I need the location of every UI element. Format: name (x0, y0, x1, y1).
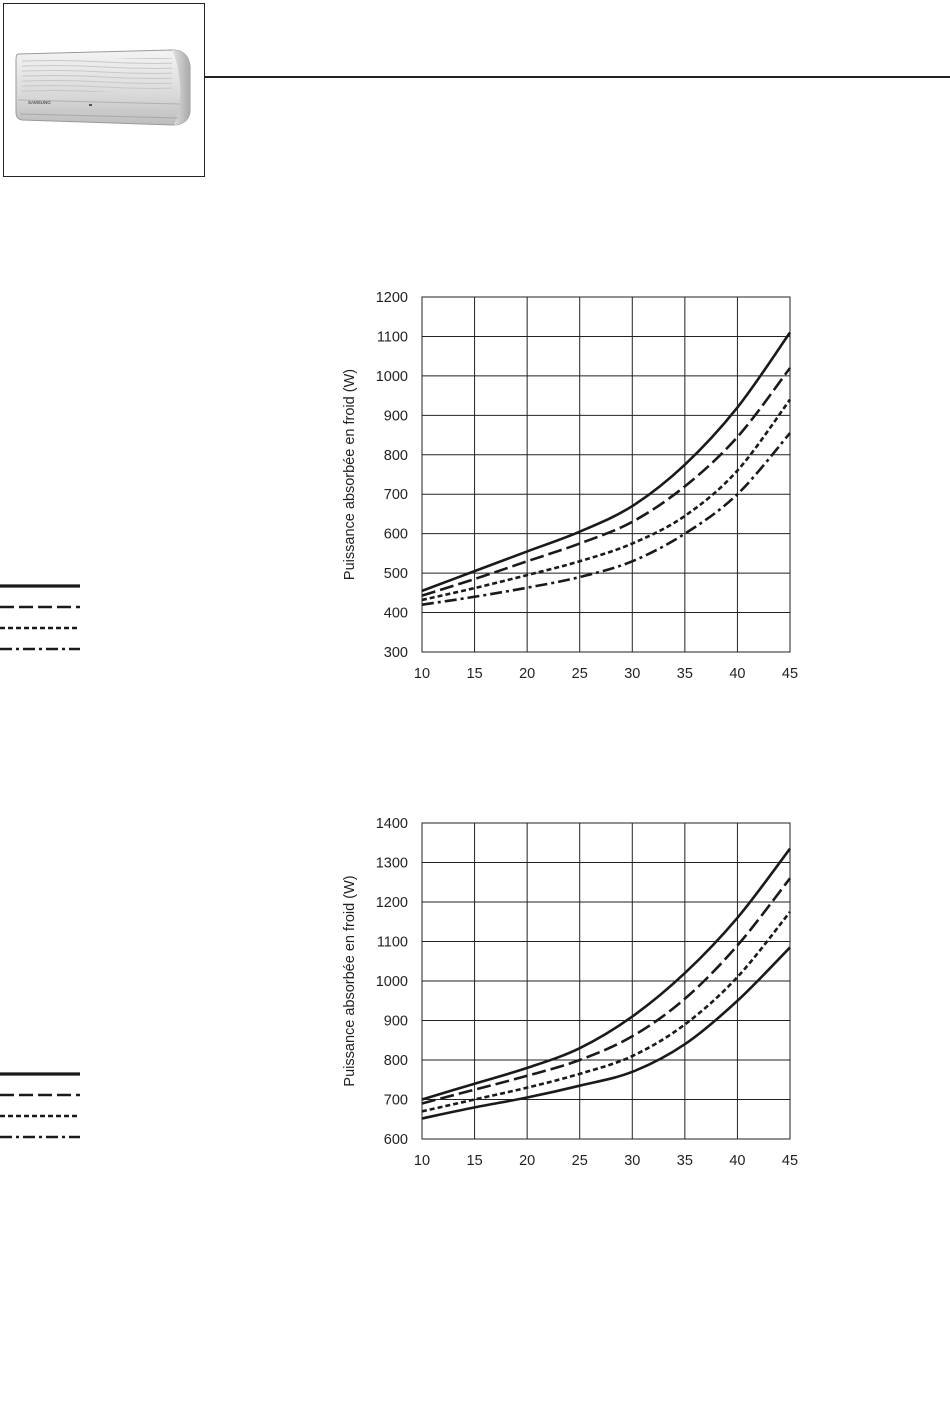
series-line-1 (421, 847, 792, 1101)
header-rule (205, 76, 950, 78)
y-tick-label: 800 (384, 1053, 408, 1069)
series-line-1 (421, 331, 792, 593)
series-line-4 (421, 946, 791, 1120)
y-tick-label: 1200 (376, 290, 408, 306)
plot-frame (421, 822, 791, 1140)
x-tick-label: 10 (414, 666, 430, 682)
brand-label: SAMSUNG (28, 100, 51, 105)
y-tick-label: 1100 (377, 935, 408, 951)
grid (421, 296, 791, 653)
x-tick-label: 40 (729, 666, 745, 682)
x-tick-label: 15 (467, 1153, 483, 1169)
product-photo-frame: SAMSUNG (3, 3, 205, 177)
chart-1-svg: 300 400 500 600 700 800 900 1000 1100 1200 10 15 20 2… (342, 290, 798, 682)
series-line-2 (421, 877, 792, 1105)
series-line-2 (421, 367, 792, 597)
y-tick-label: 300 (384, 645, 408, 661)
plot-frame (421, 296, 791, 653)
x-tick-label: 30 (624, 666, 640, 682)
y-tick-label: 400 (384, 606, 408, 622)
wall-mounted-air-conditioner-icon: SAMSUNG (4, 4, 203, 175)
chart-1-legend (0, 578, 82, 658)
y-axis-label: Puissance absorbée en froid (W) (342, 369, 358, 580)
series-line-3 (421, 398, 792, 602)
y-tick-label: 600 (384, 1132, 408, 1148)
x-tick-label: 45 (782, 666, 798, 682)
y-tick-label: 1400 (376, 816, 408, 832)
x-tick-label: 15 (467, 666, 483, 682)
x-tick-label: 20 (519, 666, 535, 682)
x-tick-label: 35 (677, 1153, 693, 1169)
x-tick-label: 10 (414, 1153, 430, 1169)
x-tick-label: 30 (624, 1153, 640, 1169)
y-tick-label: 1200 (376, 895, 408, 911)
x-tick-label: 35 (677, 666, 693, 682)
y-tick-label: 700 (384, 1093, 408, 1109)
y-tick-label: 1300 (376, 856, 408, 872)
x-tick-label: 25 (572, 1153, 588, 1169)
y-tick-label: 800 (384, 448, 408, 464)
chart-1: 300 400 500 600 700 800 900 1000 1100 1200 10 15 20 2… (330, 280, 810, 690)
x-tick-label: 25 (572, 666, 588, 682)
series-line-4 (421, 432, 791, 606)
y-tick-label: 900 (384, 408, 408, 424)
y-tick-label: 900 (384, 1014, 408, 1030)
x-tick-label: 45 (782, 1153, 798, 1169)
chart-2-legend (0, 1066, 82, 1146)
chart-2: 600 700 800 900 1000 1100 1200 1300 1400 10 15 20 25… (330, 806, 810, 1176)
y-tick-label: 600 (384, 527, 408, 543)
y-axis-label: Puissance absorbée en froid (W) (342, 875, 358, 1086)
y-tick-label: 1000 (376, 369, 408, 385)
y-tick-label: 500 (384, 566, 408, 582)
chart-2-svg: 600 700 800 900 1000 1100 1200 1300 1400 10 15 20 25… (342, 816, 798, 1169)
y-tick-label: 700 (384, 487, 408, 503)
x-tick-label: 20 (519, 1153, 535, 1169)
y-tick-label: 1100 (377, 329, 408, 345)
x-tick-label: 40 (729, 1153, 745, 1169)
y-tick-label: 1000 (376, 974, 408, 990)
